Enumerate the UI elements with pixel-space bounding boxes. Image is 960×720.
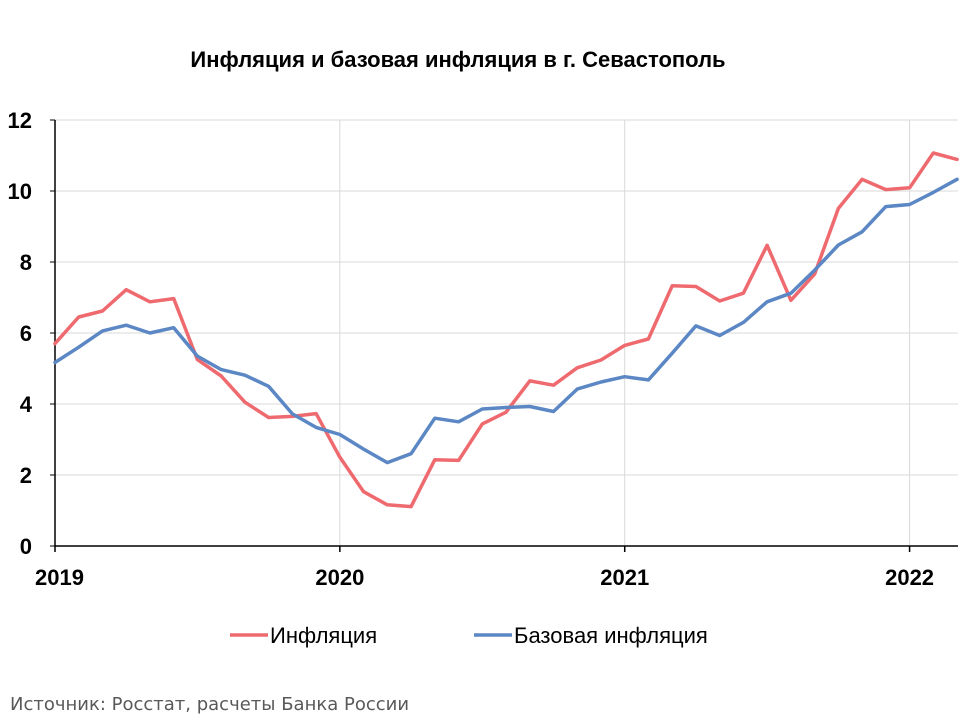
legend-label-core-inflation: Базовая инфляция [514, 623, 708, 648]
y-tick-label: 8 [20, 250, 32, 275]
y-tick-label: 10 [8, 179, 32, 204]
y-tick-label: 4 [20, 392, 33, 417]
x-tick-labels: 2019 2020 2021 2022 [35, 565, 934, 590]
y-tick-label: 12 [8, 108, 32, 133]
series-line-inflation [53, 151, 959, 509]
y-tick-label: 6 [20, 321, 32, 346]
series-line-core-inflation [53, 177, 959, 465]
y-tick-label: 0 [20, 534, 32, 559]
x-tick-label: 2019 [35, 565, 84, 590]
series-lines [53, 151, 959, 509]
y-tick-labels: 0 2 4 6 8 10 12 [8, 108, 33, 559]
axes [50, 119, 958, 552]
y-tick-label: 2 [20, 463, 32, 488]
x-tick-label: 2020 [315, 565, 364, 590]
legend: Инфляция Базовая инфляция [230, 623, 708, 648]
x-tick-label: 2021 [600, 565, 649, 590]
x-tick-label: 2022 [885, 565, 934, 590]
legend-label-inflation: Инфляция [270, 623, 377, 648]
chart-title: Инфляция и базовая инфляция в г. Севасто… [190, 47, 725, 72]
gridlines [55, 119, 958, 546]
source-note: Источник: Росстат, расчеты Банка России [10, 694, 409, 715]
